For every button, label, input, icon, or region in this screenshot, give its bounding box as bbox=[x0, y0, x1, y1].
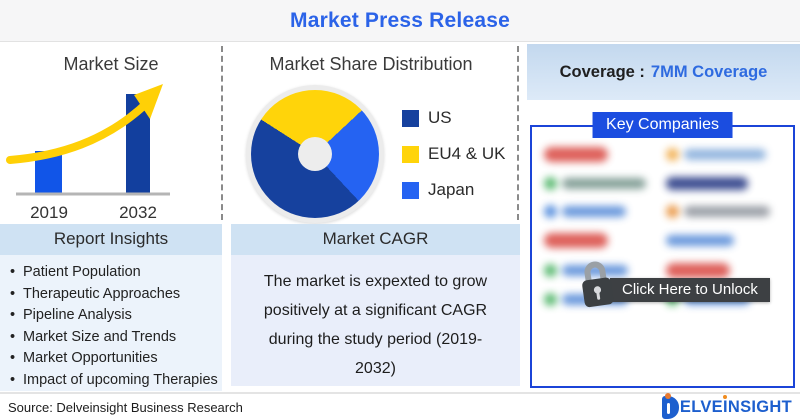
blurred-logo bbox=[665, 205, 782, 218]
header-bar: Market Press Release bbox=[0, 0, 800, 42]
list-item: Impact of upcoming Therapies bbox=[10, 370, 218, 392]
unlock-overlay: Click Here to Unlock bbox=[578, 257, 770, 309]
blurred-logo bbox=[544, 147, 660, 162]
list-item: Patient Population bbox=[10, 262, 218, 284]
list-item: Market Opportunities bbox=[10, 348, 218, 370]
delveinsight-d-icon bbox=[661, 392, 679, 419]
divider-dashed-right bbox=[517, 46, 519, 220]
source-text: Source: Delveinsight Business Research bbox=[8, 399, 243, 415]
legend-item-eu4-uk: EU4 & UK bbox=[402, 144, 505, 164]
market-size-section: Market Size 2019 2032 bbox=[0, 42, 222, 224]
legend-swatch-eu4-uk bbox=[402, 145, 419, 163]
blurred-logo bbox=[544, 233, 660, 248]
list-item: Market Size and Trends bbox=[10, 327, 218, 349]
page-title: Market Press Release bbox=[290, 8, 510, 32]
report-insights-section: Report Insights Patient Population Thera… bbox=[0, 224, 222, 391]
blurred-logo bbox=[544, 177, 660, 190]
coverage-band: Coverage : 7MM Coverage bbox=[527, 44, 800, 100]
blurred-logo bbox=[665, 233, 782, 248]
footer-bar: Source: Delveinsight Business Research E… bbox=[0, 392, 800, 420]
list-item: Pipeline Analysis bbox=[10, 305, 218, 327]
coverage-value[interactable]: 7MM Coverage bbox=[650, 62, 768, 81]
market-share-section: Market Share Distribution US EU4 & UK Ja… bbox=[232, 42, 510, 224]
coverage-label: Coverage : bbox=[559, 62, 645, 81]
legend-swatch-us bbox=[402, 109, 419, 127]
pie-chart-ring bbox=[246, 85, 384, 223]
legend-item-us: US bbox=[402, 108, 505, 128]
blurred-logo bbox=[544, 205, 660, 218]
pie-legend: US EU4 & UK Japan bbox=[402, 108, 505, 200]
year-label-2019: 2019 bbox=[30, 203, 68, 222]
legend-item-japan: Japan bbox=[402, 180, 505, 200]
blurred-logo bbox=[665, 177, 782, 190]
report-insights-list: Patient Population Therapeutic Approache… bbox=[10, 262, 218, 391]
market-share-title: Market Share Distribution bbox=[269, 54, 473, 74]
market-size-title: Market Size bbox=[63, 54, 159, 74]
click-to-unlock-button[interactable]: Click Here to Unlock bbox=[610, 278, 770, 302]
lock-icon bbox=[582, 261, 614, 308]
key-companies-header: Key Companies bbox=[592, 112, 733, 138]
market-size-bar-chart: 2019 2032 bbox=[6, 84, 170, 222]
market-cagr-text: The market is expexted to grow positivel… bbox=[231, 255, 520, 386]
delveinsight-logo[interactable]: ELVEINSIGHT bbox=[661, 392, 792, 419]
market-cagr-header: Market CAGR bbox=[231, 224, 520, 255]
growth-arrow-head bbox=[134, 84, 163, 119]
key-companies-box: Key Companies Click Here to Unlock bbox=[530, 112, 795, 388]
legend-swatch-japan bbox=[402, 181, 419, 199]
list-item: Therapeutic Approaches bbox=[10, 284, 218, 306]
year-label-2032: 2032 bbox=[119, 203, 157, 222]
growth-arrow bbox=[6, 98, 152, 164]
market-share-pie bbox=[251, 90, 379, 218]
blurred-company-logos bbox=[532, 127, 793, 314]
market-cagr-section: Market CAGR The market is expexted to gr… bbox=[231, 224, 520, 386]
blurred-logo bbox=[665, 147, 782, 162]
blurred-logo bbox=[665, 263, 782, 278]
report-insights-header: Report Insights bbox=[0, 224, 222, 255]
divider-dashed-left bbox=[221, 46, 223, 220]
blurred-logo bbox=[544, 263, 660, 278]
